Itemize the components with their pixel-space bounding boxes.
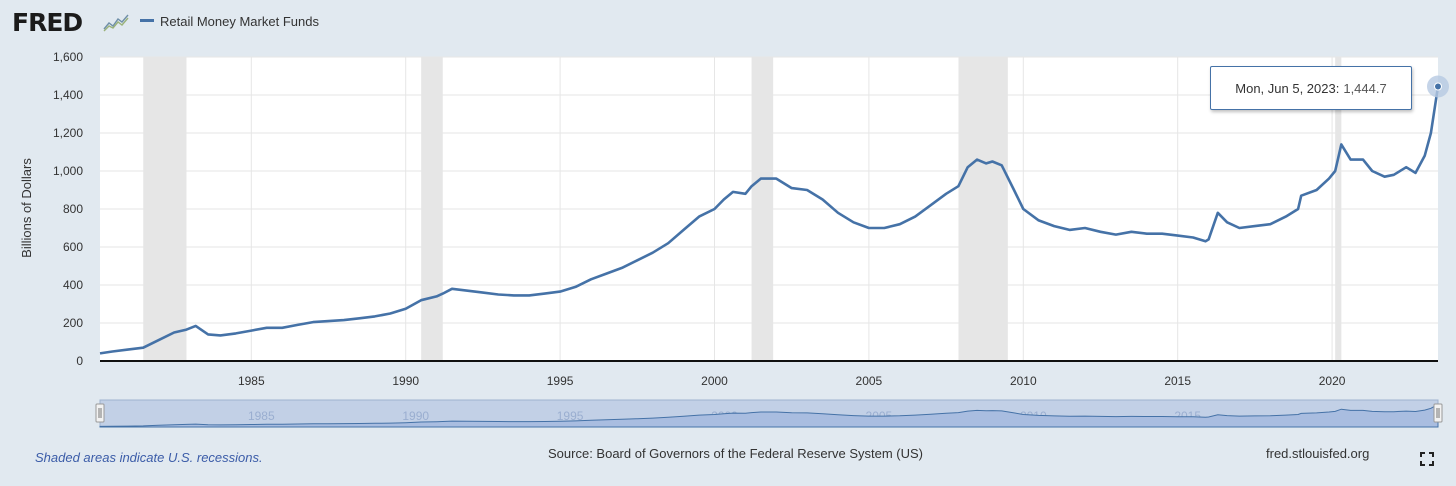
series-line [99, 86, 1440, 355]
y-tick-label: 200 [63, 316, 83, 330]
x-tick-label: 2020 [1319, 374, 1346, 388]
x-axis-ticks: 1985 1990 1995 2000 2005 2010 2015 2020 [238, 374, 1346, 388]
x-tick-label: 1985 [238, 374, 265, 388]
series-layer [99, 75, 1449, 355]
x-tick-label: 2000 [701, 374, 728, 388]
navigator-left-handle[interactable] [95, 403, 105, 423]
x-tick-label: 1990 [392, 374, 419, 388]
y-tick-label: 1,600 [53, 50, 83, 64]
fullscreen-icon[interactable] [1420, 452, 1434, 466]
x-tick-label: 2005 [856, 374, 883, 388]
navigator-right-handle[interactable] [1433, 403, 1443, 423]
x-tick-label: 2015 [1164, 374, 1191, 388]
y-tick-label: 800 [63, 202, 83, 216]
handle-grip [1433, 403, 1443, 423]
y-axis-ticks: 0 200 400 600 800 1,000 1,200 1,400 1,600 [53, 50, 83, 368]
legend-line-icon [140, 19, 154, 23]
fred-graph-icon [103, 12, 129, 32]
y-tick-label: 1,400 [53, 88, 83, 102]
fred-logo[interactable]: FRED [12, 8, 83, 37]
gridlines [100, 56, 1438, 362]
hover-point [1434, 82, 1442, 91]
navigator-tick-label: 1990 [402, 409, 429, 423]
x-tick-label: 2010 [1010, 374, 1037, 388]
header-bar: FRED Retail Money Market Funds [0, 0, 1456, 46]
data-tooltip: Mon, Jun 5, 2023: 1,444.7 [1210, 66, 1412, 110]
site-link[interactable]: fred.stlouisfed.org [1266, 446, 1370, 461]
recession-note: Shaded areas indicate U.S. recessions. [35, 450, 263, 465]
chart-legend[interactable]: Retail Money Market Funds [140, 14, 319, 29]
tooltip-date: Mon, Jun 5, 2023: [1235, 80, 1340, 96]
navigator-series-area [99, 403, 1439, 428]
y-tick-label: 0 [76, 354, 83, 368]
navigator-tick-label: 1985 [248, 409, 275, 423]
y-tick-label: 600 [63, 240, 83, 254]
tooltip-value: 1,444.7 [1343, 80, 1387, 96]
handle-grip [95, 403, 105, 423]
legend-label: Retail Money Market Funds [160, 14, 319, 29]
x-tick-label: 1995 [547, 374, 574, 388]
navigator-tick-label: 1995 [557, 409, 584, 423]
y-axis-label: Billions of Dollars [19, 158, 34, 258]
y-tick-label: 1,000 [53, 164, 83, 178]
source-text: Source: Board of Governors of the Federa… [548, 446, 923, 461]
y-tick-label: 400 [63, 278, 83, 292]
y-tick-label: 1,200 [53, 126, 83, 140]
